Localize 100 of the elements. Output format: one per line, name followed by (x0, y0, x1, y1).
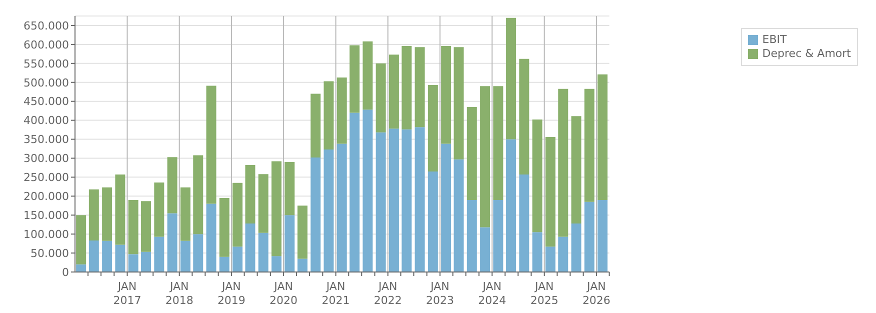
x-tick-label: JAN 2025 (530, 280, 558, 307)
y-tick-label: 250.000 (24, 171, 69, 184)
y-tick-label: 650.000 (24, 19, 69, 32)
bar (88, 189, 99, 241)
x-tick-label: JAN 2021 (322, 280, 350, 307)
bar (297, 206, 308, 259)
bar (297, 258, 308, 272)
x-tick-label: JAN 2020 (270, 280, 298, 307)
bar (493, 86, 504, 200)
bar (128, 254, 138, 272)
x-tick-label: JAN 2017 (113, 280, 142, 307)
bar (102, 187, 112, 241)
bar (180, 187, 190, 241)
bar (154, 182, 164, 237)
bar (350, 45, 360, 113)
bar (506, 18, 516, 140)
bar (167, 213, 178, 272)
bar (584, 202, 594, 272)
bar (271, 161, 282, 256)
y-tick-label: 350.000 (24, 133, 69, 146)
bar (76, 264, 86, 272)
x-tick-label: JAN 2018 (165, 280, 194, 307)
x-tick-label: JAN 2019 (217, 280, 246, 307)
bar (441, 144, 452, 272)
bar (324, 150, 334, 272)
x-tick-label: JAN 2023 (426, 280, 454, 307)
bar (454, 159, 464, 272)
y-tick-label: 0 (62, 266, 69, 279)
bar (324, 81, 334, 150)
bar (284, 162, 295, 216)
bar (88, 240, 99, 272)
y-tick-label: 450.000 (24, 95, 69, 108)
legend-label: Deprec & Amort (762, 47, 851, 61)
bar (598, 200, 608, 272)
y-tick-label: 150.000 (24, 209, 69, 222)
x-tick-label: JAN 2022 (374, 280, 402, 307)
bar (388, 128, 399, 272)
bar (336, 144, 347, 272)
bar (232, 246, 243, 272)
bar (545, 136, 556, 247)
bar (545, 246, 556, 272)
x-tick-label: JAN 2026 (582, 280, 610, 307)
bar (284, 215, 295, 272)
bar (571, 223, 582, 272)
bar (219, 256, 230, 272)
bar (167, 157, 178, 214)
y-tick-label: 100.000 (24, 228, 69, 241)
bar (258, 174, 268, 233)
bar (506, 139, 516, 272)
bar (414, 127, 425, 272)
bar (219, 198, 230, 257)
bar (350, 112, 360, 272)
bar (310, 94, 321, 158)
bar (480, 227, 490, 272)
bar (245, 165, 256, 224)
bar (76, 215, 86, 264)
bar (388, 54, 399, 129)
bar (441, 46, 452, 144)
bar (532, 120, 542, 232)
bar (519, 174, 530, 272)
y-tick-label: 600.000 (24, 38, 69, 52)
bar (115, 244, 126, 272)
bar (571, 116, 582, 224)
bar (414, 47, 425, 128)
bar (206, 86, 216, 204)
bar (558, 88, 568, 237)
bar (376, 132, 386, 272)
bar (480, 86, 490, 228)
bar (466, 200, 477, 272)
bar (428, 85, 438, 172)
bar (206, 204, 216, 272)
y-tick-label: 500.000 (24, 76, 69, 90)
bar (454, 47, 464, 160)
bar (180, 240, 190, 272)
bar (115, 174, 126, 245)
bar (584, 88, 594, 202)
bar (532, 232, 542, 272)
bar (466, 107, 477, 200)
bar (193, 234, 204, 272)
bar (402, 46, 412, 130)
bar (102, 240, 112, 272)
bar (258, 232, 268, 272)
bar (558, 236, 568, 272)
y-tick-label: 200.000 (24, 190, 69, 204)
bar (271, 256, 282, 272)
bar (128, 200, 138, 254)
bar (141, 252, 152, 272)
bar (362, 41, 373, 110)
bar (376, 63, 386, 132)
bar (362, 110, 373, 272)
bar (310, 157, 321, 272)
legend-label: EBIT (762, 33, 787, 47)
bar (336, 77, 347, 144)
bar (154, 236, 164, 272)
bar (428, 171, 438, 272)
bar (598, 74, 608, 200)
y-tick-label: 550.000 (24, 57, 69, 70)
bar (245, 223, 256, 272)
y-tick-label: 300.000 (24, 152, 69, 166)
bar (193, 155, 204, 234)
